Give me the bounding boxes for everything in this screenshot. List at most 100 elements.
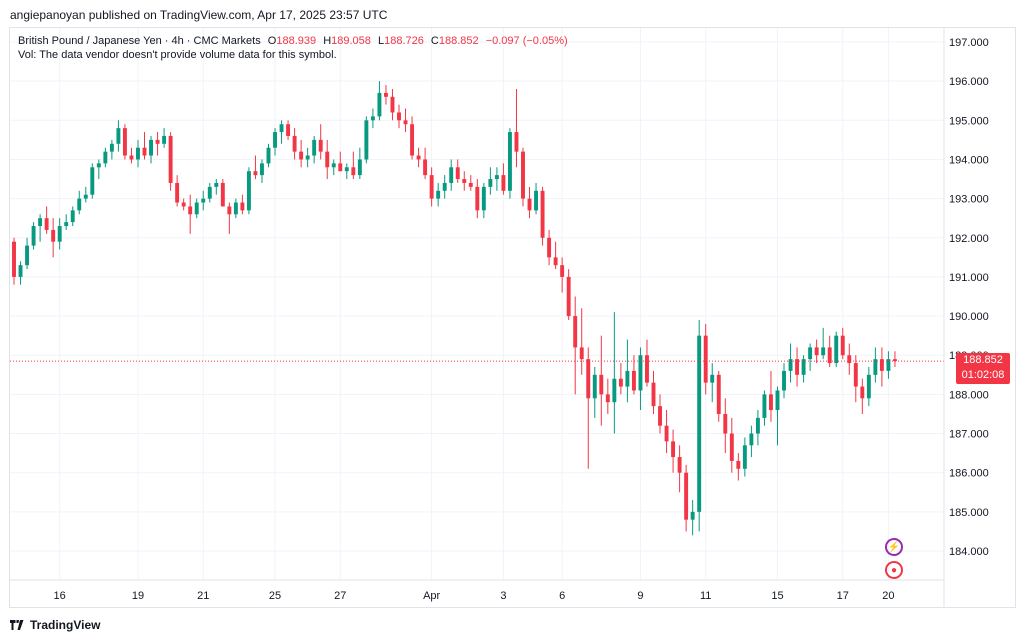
- candle: [860, 378, 865, 414]
- candle-body: [886, 359, 891, 371]
- candle: [149, 135, 153, 164]
- candle: [795, 347, 800, 387]
- last-price-value: 188.852: [963, 354, 1003, 366]
- candle-body: [325, 151, 330, 168]
- candle: [599, 335, 604, 426]
- candle-body: [612, 378, 617, 403]
- candle: [38, 214, 43, 242]
- candle-body: [397, 112, 401, 121]
- candle: [749, 425, 754, 458]
- bar-countdown: 01:02:08: [961, 369, 1005, 381]
- candle: [651, 370, 656, 414]
- candle: [31, 222, 36, 250]
- candle: [142, 132, 147, 160]
- time-tick-label: 17: [837, 590, 849, 602]
- candle-body: [821, 347, 826, 356]
- candle: [762, 390, 767, 426]
- candle-body: [429, 175, 434, 199]
- candle: [57, 218, 62, 250]
- candle: [344, 163, 349, 180]
- close-label: C: [430, 35, 439, 47]
- price-tick-label: 186.000: [949, 468, 989, 480]
- candle: [658, 394, 662, 434]
- candle-body: [286, 124, 291, 136]
- candle: [605, 378, 610, 414]
- candle-body: [625, 370, 630, 387]
- symbol-title: British Pound / Japanese Yen · 4h · CMC …: [18, 35, 261, 47]
- lightning-icon[interactable]: ⚡: [885, 538, 903, 556]
- candle: [677, 445, 682, 493]
- candle: [122, 124, 127, 160]
- candle-body: [122, 128, 127, 156]
- candle-body: [814, 347, 819, 356]
- time-tick-label: 21: [197, 590, 209, 602]
- candle: [201, 190, 206, 211]
- high-value: 189.058: [331, 35, 371, 47]
- candle-body: [481, 186, 486, 211]
- candle-body: [808, 347, 813, 360]
- candle-body: [782, 370, 786, 391]
- candle: [181, 198, 186, 211]
- candle-body: [605, 394, 610, 403]
- publisher-info: angiepanoyan published on TradingView.co…: [10, 8, 388, 22]
- candle: [429, 167, 434, 207]
- candle-body: [573, 316, 578, 348]
- candle-body: [455, 167, 460, 180]
- candle: [553, 241, 558, 270]
- candle-body: [671, 441, 676, 458]
- candle: [501, 163, 506, 195]
- candle-body: [351, 167, 356, 176]
- candle-body: [527, 198, 532, 211]
- candle-body: [684, 472, 689, 520]
- candle: [214, 179, 219, 195]
- candle-body: [442, 182, 447, 191]
- candle: [592, 366, 597, 418]
- candle: [455, 159, 460, 183]
- candle-body: [801, 359, 806, 375]
- candle-body: [540, 190, 545, 238]
- candle-body: [51, 229, 56, 242]
- candle: [664, 410, 669, 454]
- candle-body: [775, 390, 780, 411]
- candle-body: [240, 202, 245, 211]
- candle-body: [331, 163, 336, 168]
- candle-body: [494, 175, 499, 180]
- candle: [625, 339, 630, 403]
- candle: [416, 147, 421, 168]
- candle-body: [631, 370, 636, 391]
- candle: [788, 343, 793, 383]
- candle: [697, 319, 702, 532]
- low-value: 188.726: [384, 35, 424, 47]
- candle-body: [566, 276, 571, 317]
- header-bar: angiepanoyan published on TradingView.co…: [0, 0, 1024, 28]
- candle: [410, 116, 415, 160]
- candle-body: [142, 147, 147, 156]
- candle-body: [586, 359, 591, 399]
- candle: [279, 120, 284, 144]
- candle: [357, 147, 362, 180]
- candle: [436, 182, 441, 207]
- candle: [521, 147, 525, 207]
- open-value: 188.939: [276, 35, 317, 47]
- candle-body: [299, 151, 304, 160]
- time-tick-label: 9: [637, 590, 643, 602]
- price-tick-label: 197.000: [949, 37, 989, 49]
- candle: [847, 343, 852, 375]
- candle: [723, 398, 728, 454]
- candle-body: [188, 206, 193, 215]
- candle-body: [96, 163, 101, 168]
- candle: [710, 363, 715, 403]
- price-tick-label: 191.000: [949, 272, 989, 284]
- candle-body: [273, 132, 277, 148]
- tradingview-logo-icon: [10, 620, 24, 630]
- footer-brand[interactable]: TradingView: [10, 618, 100, 632]
- chart-frame[interactable]: [9, 27, 1016, 608]
- candle-body: [64, 222, 69, 227]
- candle-body: [436, 190, 441, 199]
- price-tick-label: 185.000: [949, 507, 989, 519]
- candle-body: [116, 128, 121, 144]
- candle: [775, 386, 780, 446]
- record-icon[interactable]: ●: [885, 561, 903, 579]
- candle: [782, 363, 786, 399]
